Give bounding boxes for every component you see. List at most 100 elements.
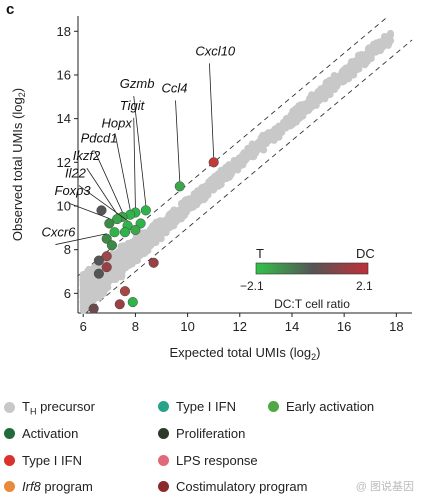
- gene-label-gzmb: Gzmb: [120, 76, 155, 91]
- gene-label-pdcd1: Pdcd1: [81, 131, 118, 146]
- background-point: [186, 198, 194, 206]
- background-point: [251, 149, 260, 157]
- gene-label-il22: Il22: [65, 166, 87, 181]
- x-tick-label: 10: [180, 319, 194, 334]
- legend-label: Activation: [22, 426, 79, 441]
- background-point: [164, 220, 172, 228]
- point-foxp3: [104, 218, 115, 229]
- background-point: [349, 63, 357, 71]
- highlighted-points: [88, 157, 219, 314]
- background-point: [152, 238, 160, 246]
- background-point: [386, 37, 395, 45]
- legend-label: Type I IFN: [176, 399, 236, 414]
- highlighted-point: [88, 303, 99, 314]
- gene-label-foxp3: Foxp3: [55, 183, 92, 198]
- legend-swatch: [158, 481, 169, 492]
- background-point: [121, 256, 129, 264]
- background-point: [81, 291, 89, 299]
- gene-leader-line: [133, 96, 147, 206]
- background-point: [259, 140, 267, 148]
- y-tick-label: 6: [64, 286, 71, 301]
- legend-item: TH precursor: [4, 399, 95, 417]
- gene-leader-line: [94, 150, 123, 213]
- background-point: [201, 186, 209, 194]
- background-point: [142, 230, 150, 239]
- legend: TH precursor Type I IFN Early activation Ac…: [0, 393, 422, 501]
- background-point: [136, 244, 144, 252]
- legend-swatch: [4, 455, 15, 466]
- legend-item: LPS response: [158, 453, 258, 468]
- gene-label-cxcl10: Cxcl10: [195, 43, 236, 58]
- gene-label-tigit: Tigit: [120, 98, 146, 113]
- background-point: [232, 158, 240, 166]
- legend-label: Irf8 program: [22, 479, 93, 494]
- background-point: [80, 272, 89, 280]
- background-point: [219, 174, 227, 182]
- gene-leader-line: [55, 233, 107, 245]
- colorbar-left-label: T: [256, 246, 264, 261]
- x-tick-label: 16: [337, 319, 351, 334]
- legend-swatch: [158, 428, 169, 439]
- background-point: [326, 86, 334, 94]
- colorbar-max-label: 2.1: [356, 279, 373, 293]
- legend-swatch: [158, 401, 169, 412]
- y-tick-label: 18: [57, 24, 71, 39]
- background-point: [288, 120, 296, 128]
- gene-leader-line: [78, 185, 128, 221]
- x-tick-label: 18: [389, 319, 403, 334]
- background-point: [250, 141, 258, 150]
- highlighted-point: [93, 268, 104, 279]
- background-point: [356, 59, 364, 67]
- highlighted-point: [101, 251, 112, 262]
- y-tick-label: 16: [57, 67, 71, 82]
- gene-leader-line: [86, 167, 118, 215]
- background-point: [340, 75, 348, 83]
- colorbar-min-label: −2.1: [240, 279, 264, 293]
- legend-label: LPS response: [176, 453, 258, 468]
- legend-swatch: [4, 428, 15, 439]
- gene-leader-line: [175, 100, 181, 182]
- background-point: [113, 273, 121, 281]
- scatter-chart: c 6 8 10 12 14 16 18 6 8 10 12 14 16 18 Expected total…: [6, 1, 413, 362]
- legend-swatch: [158, 455, 169, 466]
- highlighted-point: [119, 286, 131, 297]
- legend-label: TH precursor: [22, 399, 95, 417]
- background-point: [182, 208, 190, 216]
- legend-label: Costimulatory program: [176, 479, 308, 494]
- gene-label-ikzf2: Ikzf2: [73, 148, 101, 163]
- background-point: [366, 52, 374, 60]
- highlighted-point: [96, 205, 107, 216]
- legend-item: Irf8 program: [4, 479, 93, 494]
- background-point: [151, 221, 159, 229]
- highlighted-point: [130, 224, 141, 236]
- background-point: [380, 35, 388, 43]
- point-cxcl10: [208, 157, 219, 168]
- background-point: [244, 145, 252, 153]
- colorbar-gradient: [255, 262, 369, 275]
- highlighted-point: [101, 262, 112, 273]
- axes: 6 8 10 12 14 16 18 6 8 10 12 14 16 18 Expected total U…: [10, 16, 412, 362]
- background-point: [143, 239, 151, 247]
- legend-swatch: [268, 401, 279, 412]
- gene-leader-line: [209, 63, 215, 158]
- highlighted-point: [148, 257, 159, 268]
- highlighted-point: [119, 227, 131, 238]
- background-point: [264, 129, 273, 137]
- y-tick-label: 8: [64, 242, 71, 257]
- y-tick-label: 12: [57, 155, 71, 170]
- legend-label: Early activation: [286, 399, 375, 414]
- colorbar-title: DC:T cell ratio: [274, 297, 350, 311]
- background-point: [170, 218, 178, 227]
- background-point: [303, 100, 311, 108]
- x-axis-title: Expected total UMIs (log2): [170, 345, 321, 362]
- legend-label: Proliferation: [176, 426, 246, 441]
- highlighted-point: [109, 227, 120, 238]
- x-tick-label: 12: [233, 319, 247, 334]
- highlighted-point: [114, 299, 125, 310]
- legend-item: Type I IFN: [4, 453, 82, 468]
- background-point: [386, 29, 395, 38]
- background-point: [97, 288, 105, 296]
- highlighted-point: [93, 255, 104, 266]
- legend-item: Activation: [4, 426, 78, 441]
